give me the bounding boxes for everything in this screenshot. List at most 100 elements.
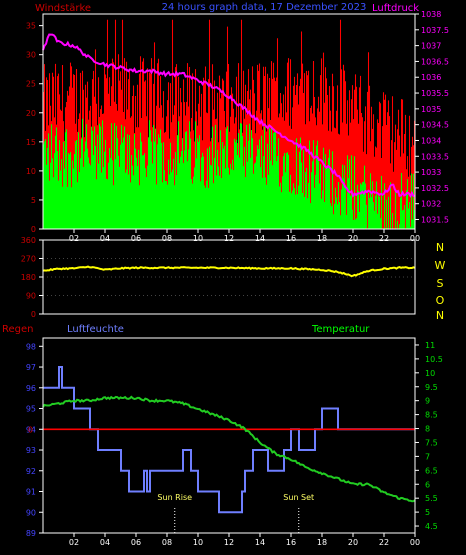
temperature-ytick-label: 9.5 (425, 383, 438, 392)
temperature-ytick-label: 5.5 (425, 494, 438, 503)
wind-direction-axes: 0 90 180 270 360 (21, 236, 43, 319)
wp-xtick-label: 16 (286, 234, 296, 243)
compass-w: W (435, 259, 446, 272)
humidity-ytick-label: 93 (26, 446, 36, 455)
temperature-ytick-label: 7 (425, 452, 430, 461)
wp-xtick-label: 10 (193, 234, 203, 243)
humidity-line (43, 366, 415, 514)
pressure-ytick-label: 1031.5 (421, 216, 449, 225)
wind-direction-panel: 0 90 180 270 360 N W S O N (21, 236, 446, 322)
pressure-ytick-label: 1036.5 (421, 57, 449, 66)
pressure-ytick-label: 1032.5 (421, 184, 449, 193)
pressure-line (42, 33, 416, 198)
temperature-ytick-label: 8 (425, 425, 430, 434)
humidity-ytick-label: 92 (26, 467, 36, 476)
temperature-ytick-label: 11 (425, 341, 435, 350)
wind-ytick-label: 15 (26, 138, 36, 147)
ht-xtick-label: 00 (410, 538, 420, 547)
ht-xtick-label: 18 (317, 538, 327, 547)
wp-xtick-label: 18 (317, 234, 327, 243)
direction-ytick-label: 0 (31, 310, 36, 319)
temperature-axis-title: Temperatur (311, 324, 370, 335)
direction-ytick-label: 360 (21, 236, 36, 245)
wind-axis-title: Windstärke (35, 3, 91, 14)
compass-n-bottom: N (436, 309, 444, 322)
humidity-ytick-label: 96 (26, 384, 36, 393)
pressure-ytick-label: 1032 (421, 200, 441, 209)
wp-xtick-label: 12 (224, 234, 234, 243)
temperature-ytick-label: 4.5 (425, 522, 438, 531)
pressure-ytick-label: 1037 (421, 42, 441, 51)
wind-ytick-label: 10 (26, 167, 36, 176)
direction-ytick-label: 90 (26, 292, 36, 301)
pressure-ytick-label: 1037.5 (421, 26, 449, 35)
wp-xtick-label: 02 (69, 234, 79, 243)
ht-xtick-label: 14 (255, 538, 265, 547)
compass-o: O (436, 294, 445, 307)
pressure-ytick-label: 1033 (421, 168, 441, 177)
ht-xtick-label: 04 (100, 538, 110, 547)
wind-ytick-label: 0 (31, 225, 36, 234)
pressure-ytick-label: 1033.5 (421, 152, 449, 161)
wp-xtick-label: 06 (131, 234, 141, 243)
wp-xtick-label: 00 (410, 234, 420, 243)
ht-xtick-label: 02 (69, 538, 79, 547)
temperature-ytick-label: 6.5 (425, 466, 438, 475)
ht-xtick-label: 06 (131, 538, 141, 547)
humidity-temperature-axes: 02 04 06 08 10 12 14 16 18 20 22 008990919293949596… (26, 341, 443, 547)
temperature-ytick-label: 10 (425, 369, 435, 378)
wp-xtick-label: 14 (255, 234, 265, 243)
direction-line (42, 265, 416, 278)
wind-ytick-label: 20 (26, 109, 36, 118)
temperature-line (42, 395, 416, 503)
ht-xtick-label: 08 (162, 538, 172, 547)
humidity-ytick-label: 98 (26, 342, 36, 351)
pressure-ytick-label: 1034 (421, 136, 441, 145)
ht-xtick-label: 16 (286, 538, 296, 547)
temperature-ytick-label: 5 (425, 508, 430, 517)
temperature-ytick-label: 9 (425, 397, 430, 406)
wind-direction-plot (42, 239, 416, 315)
wp-xtick-label: 22 (379, 234, 389, 243)
direction-ytick-label: 180 (21, 273, 36, 282)
direction-ytick-label: 270 (21, 255, 36, 264)
chart-title: 24 hours graph data, 17 Dezember 2023 (162, 2, 367, 13)
temperature-ytick-label: 7.5 (425, 438, 438, 447)
humidity-temperature-panel: Regen Luftfeuchte Temperatur Sun Rise Sun… (2, 324, 443, 547)
sunset-label: Sun Set (283, 493, 314, 502)
compass-s: S (437, 277, 444, 290)
wind-ytick-label: 35 (26, 22, 36, 31)
wind-ytick-label: 5 (31, 196, 36, 205)
humidity-ytick-label: 89 (26, 529, 36, 538)
humidity-ytick-label: 97 (26, 363, 36, 372)
humidity-ytick-label: 90 (26, 508, 36, 517)
wp-xtick-label: 04 (100, 234, 110, 243)
pressure-ytick-label: 1035.5 (421, 89, 449, 98)
pressure-ytick-label: 1036 (421, 73, 441, 82)
humidity-axis-title: Luftfeuchte (67, 324, 124, 335)
temperature-ytick-label: 6 (425, 480, 430, 489)
humidity-ytick-label: 91 (26, 488, 36, 497)
ht-xtick-label: 10 (193, 538, 203, 547)
wp-xtick-label: 08 (162, 234, 172, 243)
rain-ytick-label: 0 (28, 425, 33, 434)
pressure-ytick-label: 1034.5 (421, 121, 449, 130)
ht-xtick-label: 22 (379, 538, 389, 547)
wind-pressure-panel: Windstärke 24 hours graph data, 17 Dezem… (26, 2, 449, 243)
compass-labels: N W S O N (435, 241, 446, 322)
temperature-ytick-label: 8.5 (425, 411, 438, 420)
rain-axis-title: Regen (2, 324, 34, 335)
humidity-ytick-label: 94 (26, 425, 36, 434)
wind-pressure-plot (42, 19, 416, 229)
sunrise-label: Sun Rise (157, 493, 192, 502)
wind-ytick-label: 30 (26, 51, 36, 60)
humidity-temperature-plot: Sun Rise Sun Set (42, 366, 416, 533)
wp-xtick-label: 20 (348, 234, 358, 243)
pressure-ytick-label: 1038 (421, 10, 441, 19)
pressure-axis-title: Luftdruck (372, 3, 419, 14)
wind-pressure-axes: 02 04 06 08 10 12 14 16 18 20 22 000510152025303510… (26, 10, 449, 243)
humidity-ytick-label: 95 (26, 405, 36, 414)
ht-xtick-label: 12 (224, 538, 234, 547)
